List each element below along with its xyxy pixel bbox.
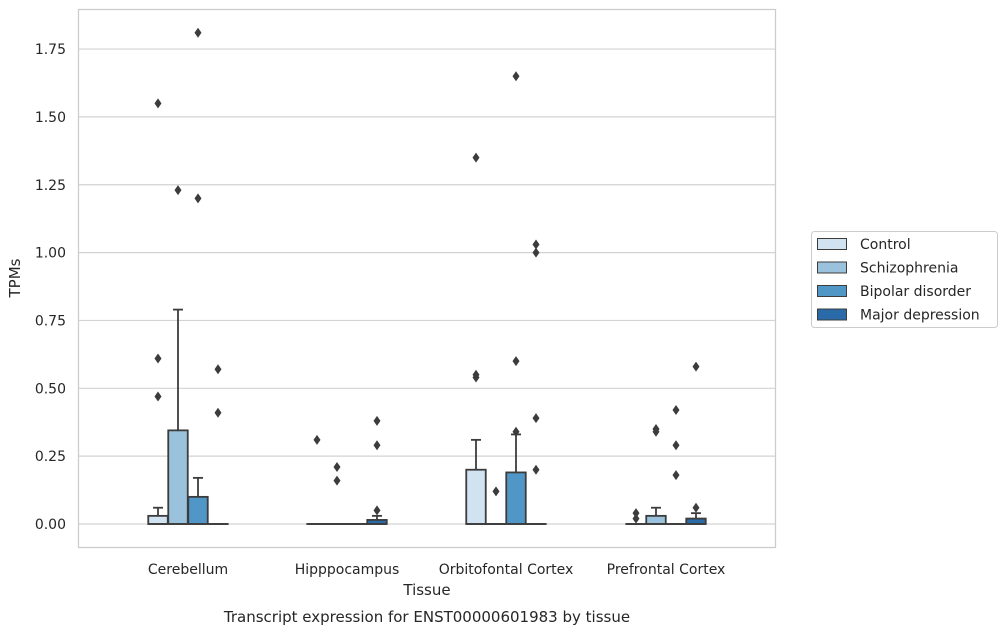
legend-entry-3: Major depression — [860, 308, 980, 324]
outlier-point-0 — [313, 434, 321, 445]
outlier-point-2 — [472, 372, 480, 383]
box-body — [505, 471, 527, 525]
y-axis-label: TPMs — [6, 258, 24, 298]
box-body — [147, 514, 169, 525]
box-0-0 — [147, 98, 169, 525]
box-1-3 — [645, 424, 667, 525]
box-1-0 — [167, 185, 189, 525]
outlier-point-3 — [532, 464, 540, 475]
box-1-2 — [485, 486, 507, 525]
outlier-point-0 — [632, 508, 640, 519]
legend-swatch-1 — [817, 261, 847, 274]
outlier-point-0 — [512, 71, 520, 82]
box-3-0 — [207, 364, 229, 525]
outlier-point-0 — [692, 361, 700, 372]
outlier-point-0 — [174, 185, 182, 196]
outlier-point-2 — [154, 391, 162, 402]
outlier-point-1 — [652, 426, 660, 437]
outlier-point-1 — [512, 356, 520, 367]
box-2-0 — [187, 27, 209, 525]
x-axis-label: Tissue — [402, 581, 450, 599]
y-tick-label-2: 0.50 — [35, 381, 66, 397]
legend-swatch-2 — [817, 285, 847, 297]
outlier-point-1 — [692, 502, 700, 513]
outlier-point-1 — [333, 475, 341, 486]
outlier-point-1 — [373, 440, 381, 451]
outlier-point-0 — [492, 486, 500, 497]
box-body — [187, 495, 209, 525]
outlier-point-0 — [472, 152, 480, 163]
box-0-2 — [465, 152, 487, 525]
box-0-3 — [625, 508, 647, 525]
box-body — [465, 468, 487, 525]
legend-entry-0: Control — [860, 237, 911, 253]
outlier-point-0 — [532, 239, 540, 250]
outlier-point-1 — [672, 440, 680, 451]
legend-swatch-3 — [817, 308, 847, 321]
box-3-1 — [366, 415, 388, 525]
x-tick-label-0: Cerebellum — [148, 562, 228, 578]
box-3-3 — [685, 361, 707, 525]
outlier-point-1 — [194, 193, 202, 204]
outlier-point-2 — [672, 470, 680, 481]
box-3-2 — [525, 239, 547, 525]
outlier-point-1 — [632, 513, 640, 524]
y-tick-label-4: 1.00 — [35, 246, 66, 262]
box-1-1 — [326, 462, 348, 525]
y-tick-label-1: 0.25 — [35, 449, 66, 465]
y-tick-label-5: 1.25 — [35, 178, 66, 194]
box-0-1 — [306, 434, 328, 525]
outlier-point-0 — [194, 27, 202, 38]
legend-frame — [811, 231, 998, 328]
x-tick-label-3: Prefrontal Cortex — [607, 562, 726, 578]
box-body — [645, 514, 667, 525]
legend-entry-2: Bipolar disorder — [860, 284, 971, 300]
outlier-point-1 — [532, 247, 540, 258]
outlier-point-2 — [532, 413, 540, 424]
box-2-2 — [505, 71, 527, 525]
box-2-3 — [665, 405, 687, 525]
chart-caption: Transcript expression for ENST0000060198… — [223, 608, 630, 626]
box-series — [147, 27, 707, 525]
plot-area — [77, 8, 777, 549]
x-tick-label-2: Orbitofontal Cortex — [439, 562, 574, 578]
outlier-point-1 — [214, 407, 222, 418]
outlier-point-0 — [373, 415, 381, 426]
y-tick-label-3: 0.75 — [35, 313, 66, 329]
grid-lines — [78, 48, 775, 525]
outlier-point-0 — [333, 462, 341, 473]
y-axis-ticks: 0.00 0.25 0.50 0.75 1.00 1.25 1.50 1.75 — [35, 42, 66, 533]
outlier-point-2 — [512, 426, 520, 437]
y-tick-label-6: 1.50 — [35, 110, 66, 126]
outlier-point-0 — [672, 405, 680, 416]
legend-swatch-0 — [817, 238, 847, 250]
box-body — [167, 429, 189, 525]
y-tick-label-7: 1.75 — [35, 42, 66, 58]
y-tick-label-0: 0.00 — [35, 517, 66, 533]
legend-entry-1: Schizophrenia — [860, 261, 958, 277]
x-tick-label-1: Hipppocampus — [295, 562, 400, 578]
outlier-point-1 — [154, 353, 162, 364]
outlier-point-0 — [214, 364, 222, 375]
outlier-point-0 — [154, 98, 162, 109]
legend: Control Schizophrenia Bipolar disorder Majo… — [811, 231, 998, 328]
x-axis-ticks: Cerebellum Hipppocampus Orbitofontal Corte… — [148, 562, 725, 578]
outlier-point-2 — [373, 505, 381, 516]
